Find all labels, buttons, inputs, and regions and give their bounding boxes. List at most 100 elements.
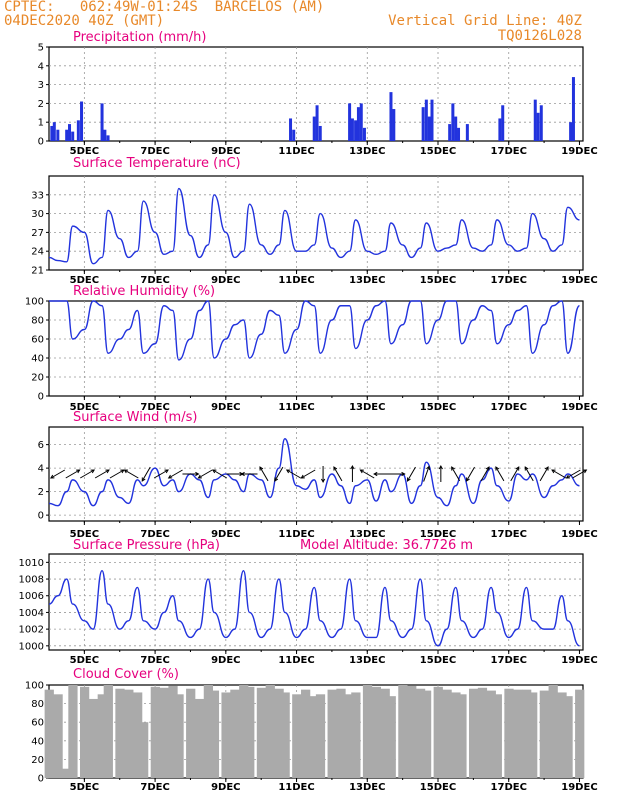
x-tick-label: 15DEC	[420, 402, 456, 413]
x-tick-label: 9DEC	[211, 146, 240, 157]
wind-arrow-head	[515, 466, 520, 471]
cloud-bar	[575, 689, 585, 778]
wind-arrow-head	[551, 469, 556, 474]
x-tick-label: 13DEC	[349, 782, 385, 793]
y-tick-label: 0	[38, 774, 44, 785]
cloud-bar	[221, 692, 231, 778]
precip-bar	[392, 109, 396, 141]
precip-bar	[424, 99, 428, 141]
panel-title: Relative Humidity (%)	[73, 284, 215, 299]
header-location: CPTEC: 062:49W-01:24S BARCELOS (AM)	[4, 0, 325, 15]
wind-arrow-head	[359, 469, 364, 474]
cloud-bar	[239, 685, 249, 778]
wind-arrow-head	[259, 466, 264, 471]
wind-arrow-head	[582, 469, 588, 474]
wind-arrow	[466, 466, 475, 482]
wind-arrow	[50, 469, 66, 479]
cloud-bar	[203, 685, 214, 778]
y-tick-label: 1002	[19, 625, 44, 636]
precip-bar	[318, 125, 322, 141]
precip-bar	[52, 122, 56, 141]
wind-arrow-shaft	[360, 469, 375, 479]
wind-arrow-shaft	[50, 469, 66, 479]
y-tick-label: 1008	[19, 575, 44, 586]
cloud-bar	[336, 688, 346, 778]
cloud-bar	[315, 694, 326, 778]
wind-arrow-head	[466, 477, 470, 482]
wind-arrow	[539, 466, 549, 482]
cloud-bar	[53, 694, 63, 778]
y-tick-label: 0	[38, 392, 44, 403]
cloud-bar	[209, 690, 220, 778]
wind-arrow-shaft	[539, 466, 549, 482]
wind-arrow-head	[240, 471, 245, 477]
wind-arrow-head	[285, 469, 291, 474]
wind-arrow	[300, 469, 316, 479]
wind-arrow-shaft	[65, 469, 80, 479]
precip-bar	[430, 99, 434, 141]
x-tick-label: 5DEC	[70, 146, 99, 157]
cloud-bar	[301, 689, 311, 778]
cloud-bar	[186, 688, 196, 778]
x-tick-label: 9DEC	[211, 529, 240, 540]
y-tick-label: 6	[38, 440, 44, 451]
panel-0	[46, 46, 584, 145]
wind-arrow	[274, 466, 284, 482]
precip-bar	[80, 101, 84, 141]
wind-arrow	[211, 469, 227, 479]
wind-arrow-head	[544, 466, 549, 471]
cloud-bar	[97, 694, 107, 778]
wind-arrow	[480, 466, 490, 482]
cloud-bar	[407, 685, 417, 778]
precip-bar	[106, 135, 110, 141]
x-tick-label: 19DEC	[561, 275, 597, 286]
wind-arrow-head	[451, 466, 455, 471]
wind-arrow-shaft	[333, 466, 343, 482]
x-tick-label: 11DEC	[278, 655, 314, 666]
panel-1	[46, 175, 584, 274]
precip-bar	[50, 125, 54, 141]
cloud-bar	[386, 696, 396, 778]
panel-title: Surface Wind (m/s)	[73, 410, 197, 425]
panel-5	[44, 684, 585, 782]
x-tick-label: 19DEC	[561, 402, 597, 413]
wind-arrow-head	[50, 474, 55, 479]
wind-arrow-head	[485, 466, 490, 471]
wind-arrow-shaft	[286, 469, 301, 479]
header-model-id: TQ0126L028	[497, 28, 582, 44]
wind-arrow-shaft	[495, 466, 505, 482]
wind-arrow-shaft	[109, 469, 125, 479]
wind-arrow-shaft	[301, 469, 316, 479]
wind-arrow-head	[90, 469, 96, 474]
x-tick-label: 7DEC	[140, 529, 169, 540]
cloud-bar	[44, 689, 54, 778]
cloud-bar	[362, 685, 373, 778]
wind-arrow	[109, 469, 125, 479]
y-tick-label: 33	[31, 190, 44, 201]
cloud-bar	[88, 698, 99, 778]
y-tick-label: 80	[31, 699, 44, 710]
header-date: 04DEC2020 40Z (GMT)	[4, 13, 165, 29]
panel-subtitle: Model Altitude: 36.7726 m	[300, 538, 473, 553]
precip-bar	[312, 116, 316, 141]
wind-arrow-head	[565, 474, 571, 479]
x-tick-label: 7DEC	[140, 275, 169, 286]
panel-title: Surface Pressure (hPa)	[73, 538, 220, 553]
x-tick-label: 19DEC	[561, 782, 597, 793]
wind-arrow	[406, 466, 416, 482]
wind-arrow-shaft	[572, 469, 587, 479]
x-tick-label: 9DEC	[211, 782, 240, 793]
precip-bar	[536, 112, 540, 141]
wind-arrow	[123, 469, 139, 479]
wind-arrow-head	[333, 466, 338, 471]
x-tick-label: 7DEC	[140, 402, 169, 413]
x-tick-label: 19DEC	[561, 655, 597, 666]
y-tick-label: 5	[38, 43, 44, 54]
cloud-bar	[421, 690, 432, 778]
wind-arrow-head	[164, 469, 169, 474]
y-tick-label: 20	[31, 755, 44, 766]
cloud-bar	[513, 689, 523, 778]
wind-arrow-shaft	[510, 466, 520, 482]
panel-title: Surface Temperature (nC)	[73, 156, 241, 171]
wind-arrow-head	[76, 469, 81, 474]
